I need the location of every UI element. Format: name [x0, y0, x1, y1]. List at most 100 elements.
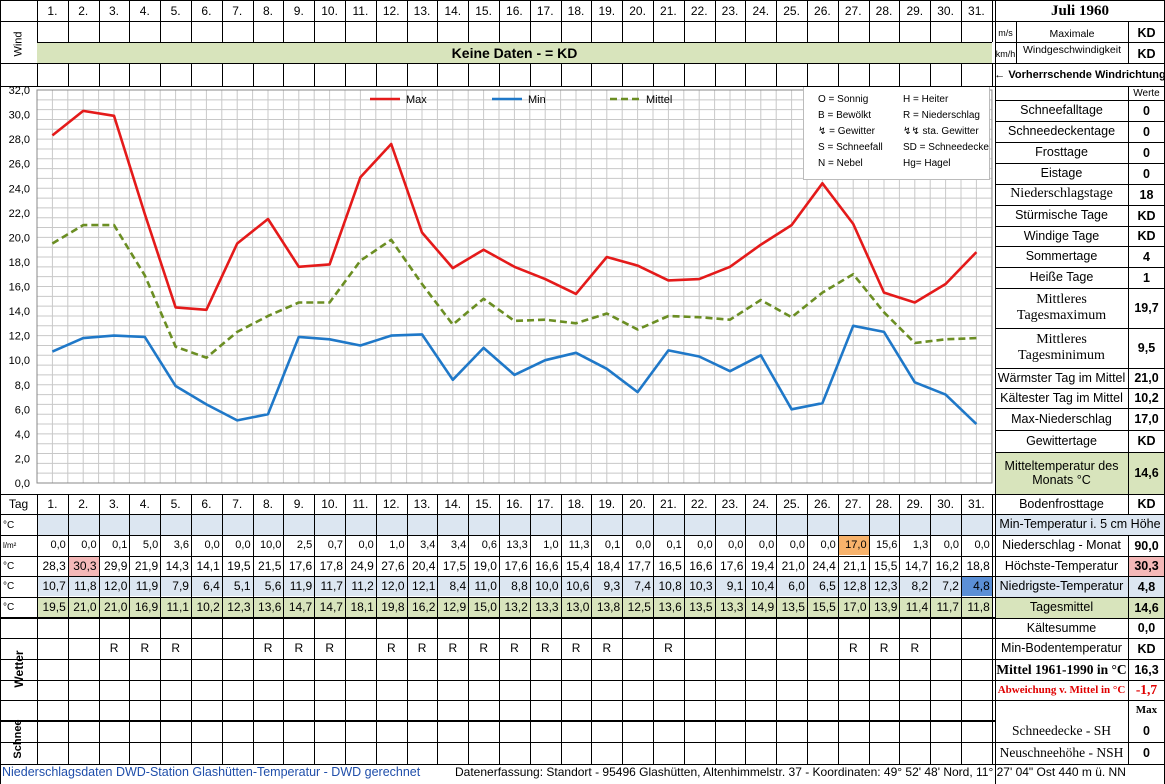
grid-line — [995, 659, 1165, 660]
grid-line — [995, 21, 1165, 22]
table-cell: 17,5 — [442, 559, 467, 573]
stat-min5cm-label: Min-Temperatur i. 5 cm Höhe — [995, 514, 1165, 535]
table-day-cell: 10. — [321, 497, 338, 511]
table-cell: 11,4 — [905, 600, 929, 614]
grid-line — [930, 494, 932, 764]
grid-line — [129, 0, 131, 42]
stat-value: 0 — [1143, 145, 1150, 160]
day-header-cell: 9. — [293, 4, 304, 18]
grid-line — [499, 494, 500, 764]
y-tick-label: 0,0 — [15, 478, 30, 490]
day-header-cell: 23. — [721, 4, 739, 18]
wetter-cell: R — [910, 641, 920, 655]
stat-kaeltesumme-label: Kältesumme — [1026, 620, 1097, 635]
werte-label: Werte — [1133, 87, 1160, 99]
day-header-cell: 15. — [475, 4, 492, 18]
y-tick-label: 6,0 — [15, 404, 30, 416]
grid-line — [995, 430, 1165, 431]
table-cell: 11,8 — [967, 600, 990, 614]
stat-value: 18 — [1139, 187, 1154, 202]
legend-symbol-right: Hg= Hagel — [903, 158, 951, 169]
grid-line — [529, 0, 531, 42]
table-cell: 10,2 — [196, 600, 220, 614]
grid-line — [745, 0, 747, 42]
table-cell: 1,0 — [543, 539, 559, 551]
grid-line — [807, 0, 808, 42]
grid-line — [0, 597, 995, 598]
grid-line — [995, 680, 1165, 681]
table-cell: 8,2 — [911, 579, 929, 593]
stat-label: Niederschlagstage — [1010, 186, 1113, 202]
stat-hoechst-value: 30,3 — [1128, 556, 1165, 576]
day-header-cell: 11. — [352, 4, 369, 18]
max-wind-label: Maximale Windgeschwindigkeit — [1022, 28, 1122, 56]
table-cell: 17,6 — [720, 559, 744, 573]
day-header-cell: 30. — [937, 4, 954, 18]
grid-line — [406, 494, 408, 764]
table-day-cell: 30. — [937, 497, 954, 511]
table-cell: 8,8 — [511, 579, 528, 593]
grid-line — [67, 0, 69, 42]
table-cell — [622, 515, 653, 535]
table-cell: 0,6 — [481, 539, 497, 551]
row-bg-niedrigst — [37, 576, 992, 596]
wetter-cell: R — [263, 641, 273, 655]
grid-line — [991, 0, 993, 42]
stat-minboden-value: KD — [1137, 641, 1156, 656]
table-cell: 19,5 — [42, 600, 66, 614]
table-day-cell: 26. — [814, 497, 831, 511]
table-cell: 21,0 — [781, 559, 805, 573]
table-cell — [437, 515, 468, 535]
grid-line — [283, 63, 285, 87]
y-tick-label: 24,0 — [9, 183, 30, 195]
y-tick-label: 16,0 — [9, 282, 30, 294]
table-cell: 16,9 — [134, 600, 159, 614]
y-tick-label: 20,0 — [9, 232, 30, 244]
grid-line — [406, 63, 408, 87]
day-header-cell: 17. — [536, 4, 554, 18]
table-day-cell: 27. — [844, 497, 862, 511]
stat-neuschnee-label: Neuschneehöhe - NSH — [999, 745, 1124, 761]
stat-value: 17,0 — [1134, 412, 1159, 426]
table-cell: 19,8 — [381, 600, 405, 614]
stat-abweichung-value: -1,7 — [1135, 682, 1158, 697]
table-cell: 19,4 — [750, 559, 775, 573]
grid-line — [683, 494, 685, 764]
table-day-cell: 20. — [629, 497, 646, 511]
grid-line — [714, 0, 716, 42]
table-cell: 12,0 — [381, 579, 405, 593]
grid-line — [191, 63, 192, 87]
grid-line — [37, 494, 38, 764]
grid-line — [560, 494, 562, 764]
wetter-cell: R — [479, 641, 489, 655]
wetter-cell: R — [294, 641, 304, 655]
table-day-cell: 14. — [444, 497, 462, 511]
grid-line — [375, 0, 377, 42]
stat-label: Eistage — [1040, 166, 1083, 181]
grid-line — [995, 618, 1165, 619]
stat-value: 19,7 — [1134, 301, 1159, 315]
wetter-label: Wetter — [12, 650, 26, 688]
table-cell: 17,0 — [837, 535, 869, 555]
table-cell: 12,9 — [442, 600, 467, 614]
grid-line — [468, 63, 470, 87]
day-header-cell: 18. — [567, 4, 585, 18]
table-day-cell: 22. — [690, 497, 708, 511]
table-cell: 14,3 — [165, 559, 189, 573]
grid-line — [529, 494, 531, 764]
grid-line — [37, 63, 38, 87]
table-cell: 21,0 — [73, 600, 97, 614]
table-cell: 6,4 — [203, 579, 220, 593]
grid-line — [995, 700, 1165, 701]
table-cell — [283, 515, 314, 535]
table-day-cell: 8. — [262, 497, 273, 511]
table-day-cell: 28. — [875, 497, 893, 511]
table-day-cell: 6. — [201, 497, 212, 511]
table-cell — [561, 515, 592, 535]
grid-line — [995, 556, 1165, 557]
table-cell: 13,3 — [720, 600, 744, 614]
wetter-cell: R — [664, 641, 673, 655]
grid-line — [995, 514, 1165, 515]
table-cell: 10,4 — [750, 579, 775, 593]
table-cell: 13,6 — [658, 600, 682, 614]
